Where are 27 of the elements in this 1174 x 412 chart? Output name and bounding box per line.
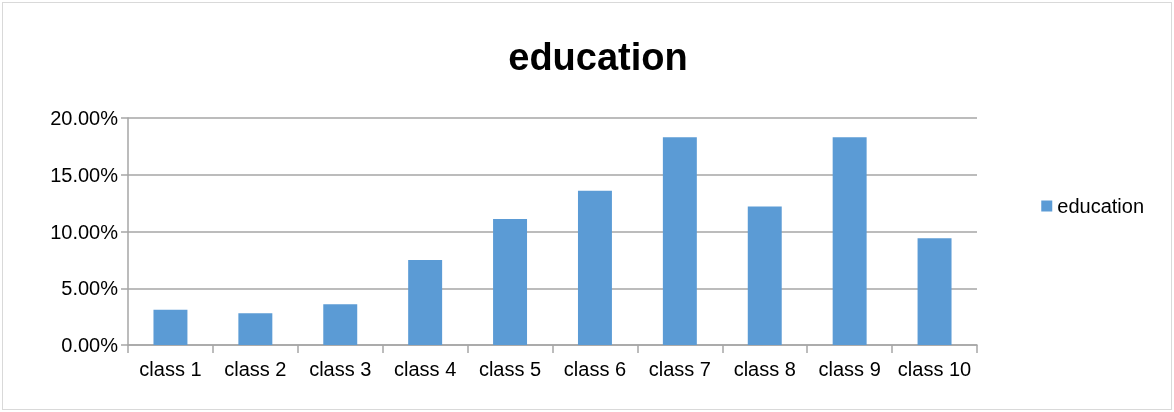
bar — [408, 259, 443, 345]
x-tick-label: class 10 — [897, 358, 972, 380]
x-tick-label: class 1 — [139, 358, 202, 380]
x-tick-label: class 3 — [309, 358, 372, 380]
bar — [747, 206, 782, 345]
bar — [493, 219, 528, 345]
bar — [662, 137, 697, 345]
x-tick-label: class 7 — [648, 358, 711, 380]
y-tick-label: 20.00% — [50, 107, 119, 129]
x-tick-label: class 6 — [563, 358, 627, 380]
bar — [238, 313, 273, 345]
legend-label: education — [1057, 195, 1145, 217]
x-tick-label: class 5 — [478, 358, 542, 380]
y-tick-label: 5.00% — [61, 277, 119, 300]
x-tick-label: class 4 — [394, 358, 457, 380]
x-tick-label: class 2 — [224, 358, 287, 380]
bar — [577, 190, 612, 345]
y-tick-label: 10.00% — [50, 220, 119, 243]
y-tick-label: 15.00% — [50, 163, 119, 186]
x-tick-label: class 8 — [733, 358, 796, 380]
x-tick-label: class 9 — [818, 358, 881, 380]
bar — [153, 309, 188, 345]
bar — [323, 304, 358, 345]
bar — [832, 137, 867, 345]
chart-title: education — [508, 36, 688, 78]
y-tick-label: 0.00% — [61, 334, 119, 356]
bar — [917, 238, 952, 345]
